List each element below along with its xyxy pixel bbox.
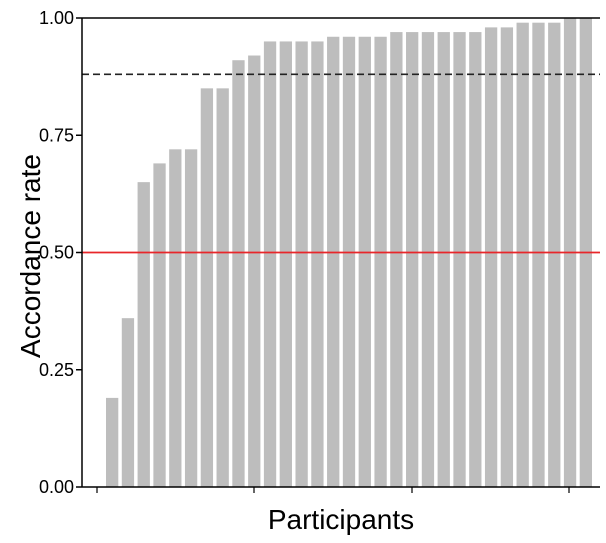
bar-participant-21 [421, 32, 435, 487]
bar-participant-27 [516, 22, 529, 487]
x-axis-title: Participants [268, 504, 414, 535]
y-axis-title: Accordance rate [15, 154, 46, 358]
bars-layer [106, 18, 592, 488]
bar-participant-4 [153, 163, 166, 487]
bar-participant-19 [390, 32, 403, 487]
bar-participant-8 [216, 88, 229, 487]
bar-participant-23 [453, 32, 466, 487]
bar-participant-18 [374, 36, 387, 487]
y-tick-label: 0.50 [39, 243, 74, 263]
bar-participant-2 [121, 318, 135, 487]
y-tick-label: 0.25 [39, 360, 74, 380]
y-tick-label: 0.75 [39, 125, 74, 145]
bar-participant-17 [358, 36, 371, 487]
bar-participant-9 [232, 60, 245, 488]
bar-participant-1 [106, 397, 119, 487]
bar-participant-16 [342, 36, 356, 487]
bar-participant-13 [295, 41, 308, 487]
bar-participant-3 [137, 182, 150, 487]
bar-participant-15 [327, 36, 340, 487]
bar-participant-5 [169, 149, 182, 487]
bar-participant-26 [500, 27, 514, 487]
bar-participant-25 [484, 27, 498, 487]
bar-participant-24 [469, 32, 482, 487]
bar-participant-6 [184, 149, 198, 487]
bar-participant-7 [200, 88, 214, 487]
y-tick-label: 0.00 [39, 477, 74, 497]
bar-participant-12 [279, 41, 292, 487]
bar-participant-10 [248, 55, 261, 488]
ticks-layer: 0.00 0.25 0.50 0.75 1.00 [39, 8, 570, 497]
bar-participant-29 [548, 22, 561, 487]
bar-participant-11 [263, 41, 277, 487]
reference-lines-layer [82, 73, 600, 254]
bar-participant-28 [532, 22, 545, 487]
bar-participant-22 [437, 32, 450, 487]
bar-participant-20 [406, 32, 419, 487]
y-tick-label: 1.00 [39, 8, 74, 28]
bar-participant-14 [311, 41, 324, 487]
